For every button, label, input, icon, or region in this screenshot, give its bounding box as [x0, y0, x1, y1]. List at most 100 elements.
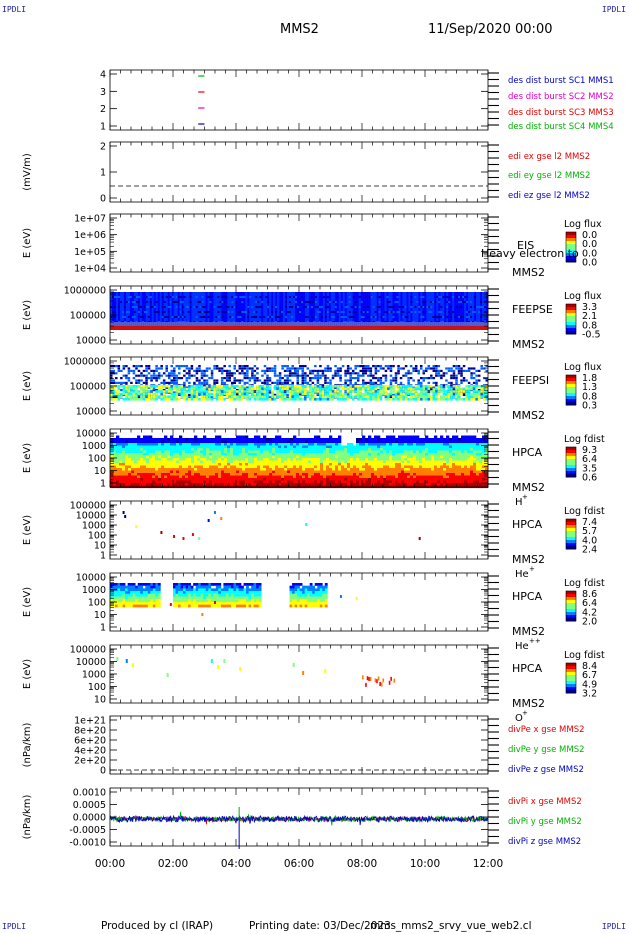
heatmap-cell: [191, 322, 194, 326]
heatmap-cell: [404, 316, 407, 318]
heatmap-cell: [191, 468, 195, 471]
heatmap-cell: [455, 387, 458, 391]
heatmap-cell: [389, 398, 393, 401]
heatmap-cell: [283, 292, 286, 327]
heatmap-cell: [422, 369, 425, 372]
heatmap-cell: [230, 480, 234, 484]
heatmap-cell: [212, 440, 216, 444]
heatmap-cell: [269, 478, 273, 481]
heatmap-cell: [220, 398, 224, 401]
heatmap-cell: [227, 438, 231, 441]
heatmap-cell: [432, 365, 436, 368]
heatmap-cell: [149, 322, 153, 326]
heatmap-cell: [286, 390, 289, 393]
heatmap-cell: [299, 326, 302, 330]
heatmap-cell: [113, 450, 117, 454]
heatmap-cell: [422, 292, 425, 327]
heatmap-cell: [286, 369, 289, 372]
heatmap-cell: [478, 311, 481, 313]
heatmap-cell: [275, 440, 279, 444]
heatmap-cell: [218, 460, 222, 464]
heatmap-cell: [128, 468, 132, 471]
heatmap-cell: [435, 374, 438, 377]
heatmap-cell: [251, 377, 254, 380]
heatmap-cell: [301, 379, 305, 382]
heatmap-cell: [158, 480, 162, 484]
heatmap-cell: [190, 395, 194, 398]
heatmap-cell: [293, 372, 297, 375]
heatmap-cell: [243, 367, 247, 370]
heatmap-cell: [239, 445, 243, 449]
heatmap-cell: [219, 292, 222, 327]
heatmap-cell: [316, 381, 320, 384]
heatmap-cell: [386, 322, 389, 326]
heatmap-cell: [233, 292, 236, 327]
heatmap-cell: [134, 483, 138, 486]
heatmap-cell: [349, 390, 352, 393]
heatmap-cell: [193, 390, 196, 393]
heatmap-cell: [203, 480, 207, 484]
heatmap-cell: [173, 450, 177, 454]
heatmap-cell: [200, 369, 204, 372]
heatmap-cell: [150, 369, 153, 372]
heatmap-cell: [296, 392, 299, 396]
heatmap-cell: [299, 468, 303, 471]
heatmap-cell: [290, 448, 294, 451]
heatmap-cell: [236, 435, 240, 439]
heatmap-cell: [161, 460, 165, 464]
heatmap-cell: [146, 450, 150, 454]
heatmap-cell: [241, 390, 244, 393]
heatmap-cell: [248, 438, 252, 441]
heatmap-cell: [152, 448, 156, 451]
heatmap-cell: [326, 292, 330, 327]
heatmap-cell: [248, 473, 252, 476]
heatmap-cell: [281, 311, 284, 313]
heatmap-cell: [155, 460, 159, 464]
heatmap-cell: [125, 392, 128, 396]
heatmap-cell: [379, 387, 383, 391]
heatmap-cell: [205, 392, 209, 396]
heatmap-cell: [133, 296, 137, 298]
heatmap-cell: [275, 292, 278, 327]
colorbar-step: [566, 325, 576, 329]
heatmap-cell: [465, 395, 468, 398]
heatmap-cell: [212, 475, 216, 479]
heatmap-cell: [161, 465, 165, 469]
heatmap-cell: [157, 390, 161, 393]
heatmap-cell: [300, 322, 304, 326]
heatmap-cell: [198, 385, 201, 388]
heatmap-cell: [369, 381, 373, 384]
heatmap-cell: [158, 463, 162, 466]
heatmap-cell: [460, 292, 463, 327]
heatmap-cell: [199, 306, 202, 308]
heatmap-cell: [210, 374, 214, 377]
heatmap-cell: [191, 460, 195, 464]
heatmap-cell: [446, 306, 449, 308]
heatmap-cell: [430, 390, 433, 393]
heatmap-cell: [116, 438, 120, 441]
heatmap-cell: [354, 372, 357, 375]
heatmap-cell: [412, 387, 415, 391]
heatmap-cell: [135, 292, 139, 327]
heatmap-cell: [130, 398, 133, 401]
heatmap-cell: [137, 374, 141, 377]
heatmap-cell: [176, 455, 180, 459]
heatmap-cell: [342, 292, 346, 327]
instrument-label: FEEPSE: [512, 303, 553, 316]
heatmap-cell: [404, 387, 408, 391]
heatmap-cell: [290, 478, 294, 481]
heatmap-cell: [198, 379, 201, 382]
heatmap-cell: [176, 473, 180, 476]
heatmap-cell: [251, 465, 255, 469]
heatmap-cell: [312, 292, 316, 327]
heatmap-cell: [417, 392, 420, 396]
heatmap-cell: [228, 374, 231, 377]
heatmap-cell: [272, 468, 276, 471]
colorbar-tick: 0.8: [582, 320, 597, 331]
heatmap-cell: [478, 322, 481, 326]
heatmap-cell: [208, 387, 211, 391]
heatmap-cell: [185, 306, 188, 308]
heatmap-cell: [448, 301, 451, 303]
heatmap-cell: [185, 458, 189, 461]
heatmap-cell: [169, 306, 172, 308]
